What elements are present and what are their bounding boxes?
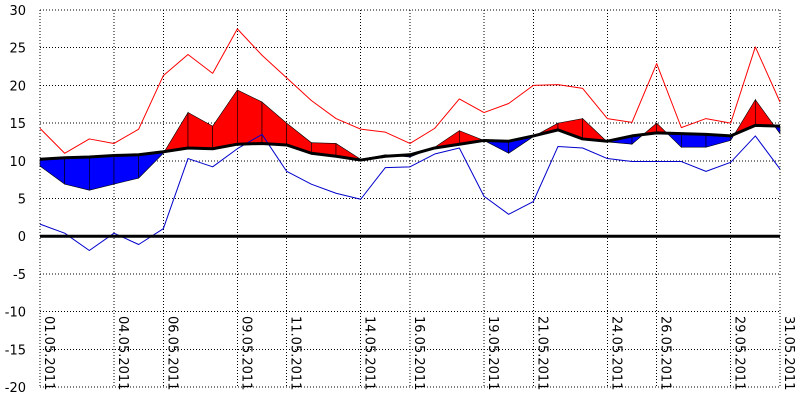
x-tick-label: 04.05.2011 [115,316,130,390]
x-tick-label: 01.05.2011 [41,316,56,390]
x-tick-label: 21.05.2011 [534,316,549,390]
y-tick-label: 20 [9,79,26,94]
below-normal-area [113,154,139,185]
above-normal-area [163,111,189,152]
above-normal-area [582,117,608,142]
x-tick-label: 19.05.2011 [485,316,500,390]
y-tick-label: -10 [5,306,26,321]
max-temperature-line [39,28,781,154]
y-tick-label: 25 [9,42,26,57]
y-tick-label: 15 [9,117,26,132]
x-tick-label: 14.05.2011 [362,316,377,390]
series-lines [39,28,781,252]
x-tick-label: 11.05.2011 [288,316,303,390]
above-normal-area [212,88,238,150]
y-tick-label: 30 [9,4,26,19]
above-normal-area [261,101,287,146]
y-tick-label: 5 [18,193,26,208]
above-normal-area [755,98,775,127]
x-tick-label: 06.05.2011 [164,316,179,390]
y-tick-label: -15 [5,343,26,358]
x-tick-label: 16.05.2011 [411,316,426,390]
below-normal-area [89,155,115,191]
mean-temperature-line [39,123,781,162]
min-temperature-line [39,133,781,252]
x-tick-label: 24.05.2011 [608,316,623,390]
y-axis-ticks: 30 25 20 15 10 5 0 -5 -10 -15 -20 [5,4,26,396]
x-tick-label: 09.05.2011 [238,316,253,390]
x-axis-ticks: 01.05.2011 04.05.2011 06.05.2011 09.05.2011… [41,316,796,390]
x-tick-label: 26.05.2011 [658,316,673,390]
deviation-areas [39,88,781,191]
x-tick-label: 29.05.2011 [732,316,747,390]
y-tick-label: -20 [5,381,26,396]
y-tick-label: 0 [18,230,26,245]
y-tick-label: 10 [9,155,26,170]
below-normal-area [39,157,65,185]
y-tick-label: -5 [13,268,26,283]
x-tick-label: 31.05.2011 [781,316,796,390]
below-normal-area [64,156,90,191]
above-normal-area [187,112,213,150]
below-normal-area [666,132,682,148]
